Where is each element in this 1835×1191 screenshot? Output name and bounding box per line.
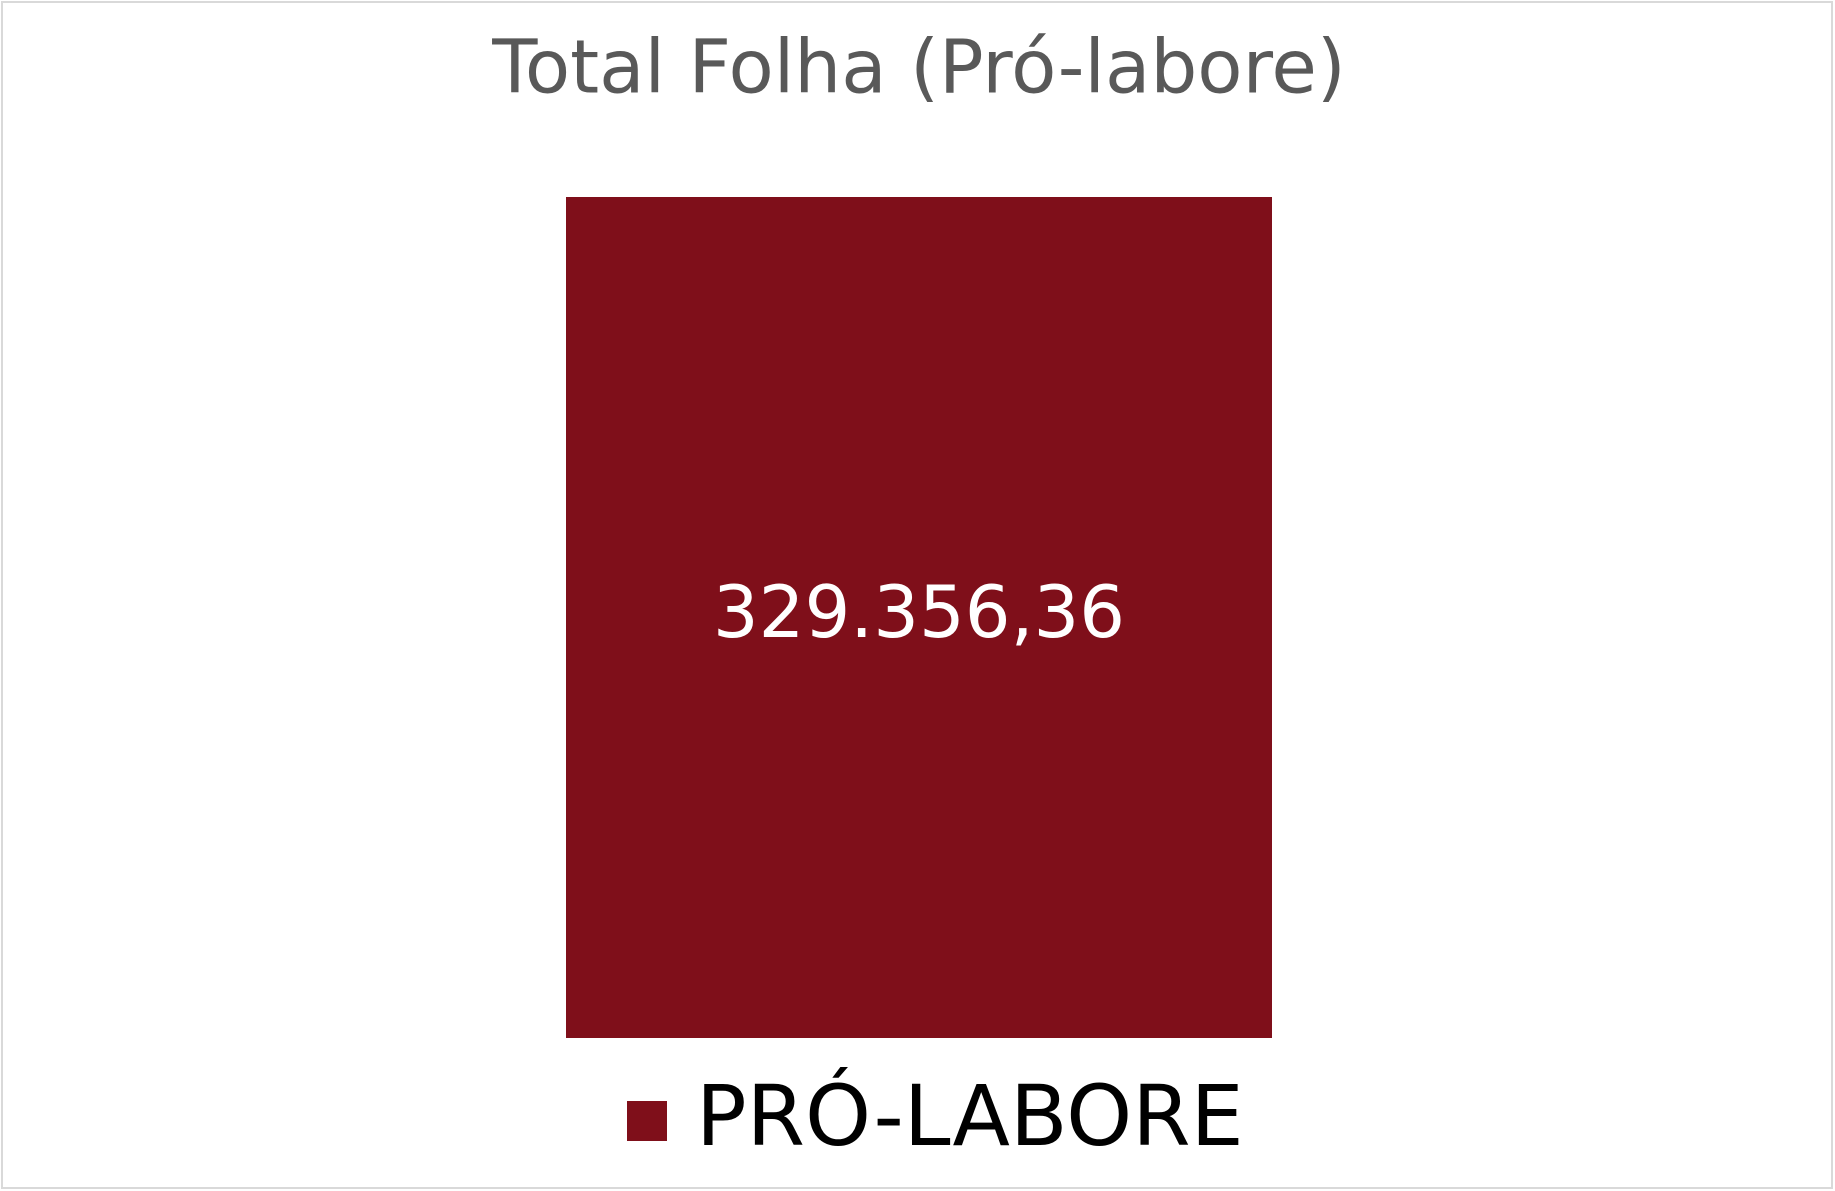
data-label: 329.356,36	[713, 570, 1125, 654]
legend-label: PRÓ-LABORE	[696, 1067, 1244, 1165]
chart-title: Total Folha (Pró-labore)	[491, 25, 1346, 111]
bar	[566, 197, 1272, 1038]
legend-swatch	[627, 1101, 667, 1141]
